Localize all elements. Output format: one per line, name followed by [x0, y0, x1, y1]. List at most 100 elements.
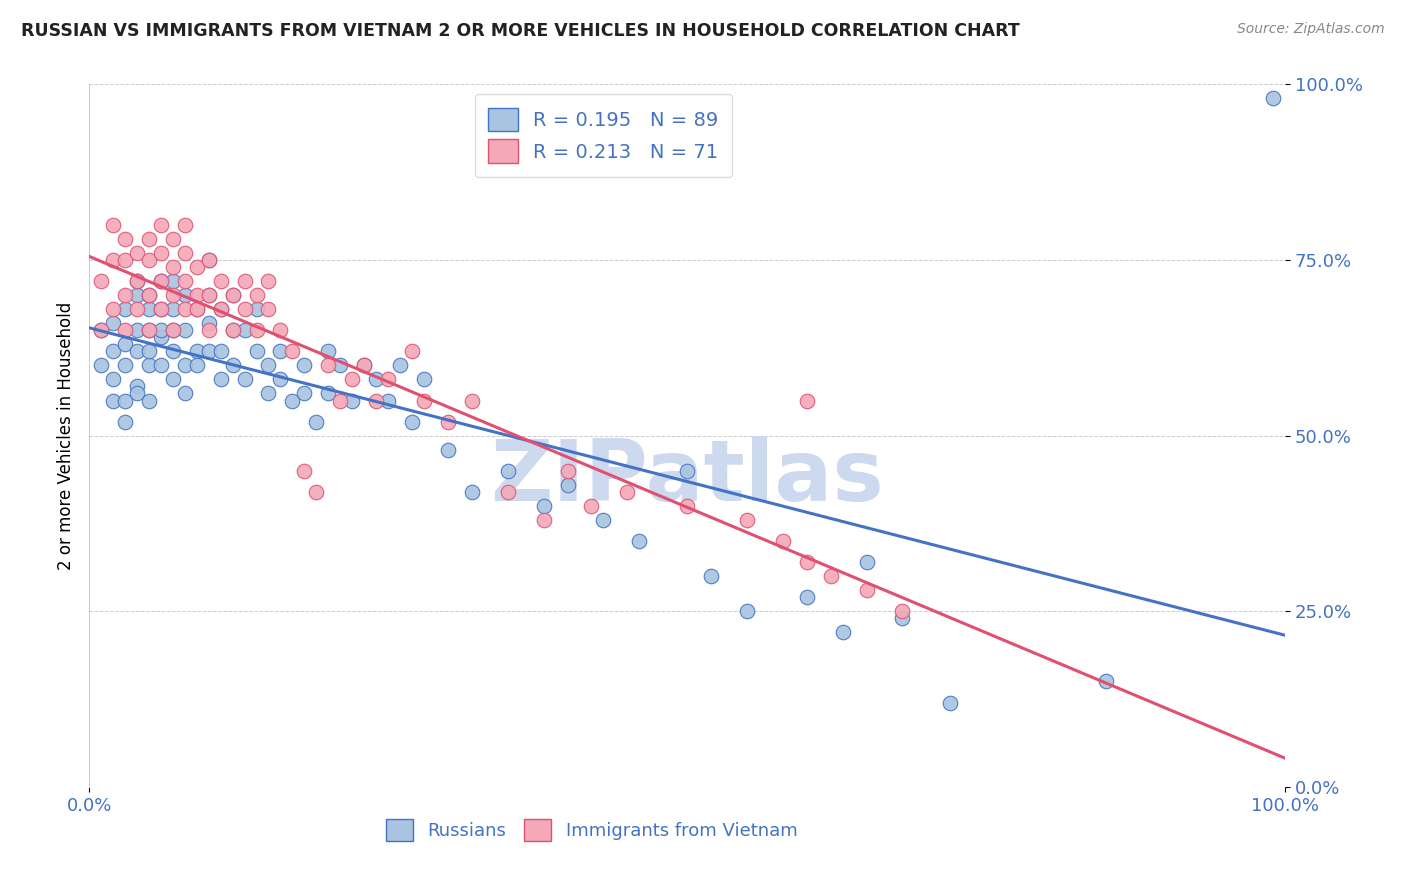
Point [820, 569, 842, 583]
Point [401, 344, 423, 359]
Point [891, 611, 914, 625]
Point [125, 246, 148, 260]
Point [162, 260, 184, 274]
Point [233, 302, 256, 317]
Point [377, 393, 399, 408]
Point [162, 302, 184, 317]
Point [496, 484, 519, 499]
Point [221, 288, 243, 302]
Point [162, 344, 184, 359]
Point [209, 372, 232, 386]
Point [90, 274, 112, 288]
Point [138, 232, 160, 246]
Point [221, 323, 243, 337]
Point [114, 232, 136, 246]
Point [616, 484, 638, 499]
Point [125, 344, 148, 359]
Point [149, 302, 172, 317]
Point [257, 359, 280, 373]
Point [138, 253, 160, 268]
Point [257, 386, 280, 401]
Point [197, 316, 219, 330]
Point [114, 323, 136, 337]
Point [281, 344, 304, 359]
Point [305, 415, 328, 429]
Point [221, 323, 243, 337]
Point [197, 288, 219, 302]
Point [186, 359, 208, 373]
Point [101, 393, 124, 408]
Point [138, 302, 160, 317]
Point [891, 604, 914, 618]
Point [186, 302, 208, 317]
Point [281, 393, 304, 408]
Point [149, 323, 172, 337]
Point [245, 288, 267, 302]
Point [796, 590, 818, 604]
Point [197, 288, 219, 302]
Point [557, 464, 579, 478]
Point [186, 288, 208, 302]
Point [437, 442, 460, 457]
Point [461, 393, 484, 408]
Point [162, 288, 184, 302]
Point [245, 302, 267, 317]
Point [401, 415, 423, 429]
Point [162, 323, 184, 337]
Point [796, 393, 818, 408]
Point [772, 534, 794, 549]
Point [389, 359, 412, 373]
Point [233, 274, 256, 288]
Point [221, 288, 243, 302]
Point [245, 344, 267, 359]
Point [173, 288, 195, 302]
Point [149, 274, 172, 288]
Point [197, 323, 219, 337]
Point [197, 344, 219, 359]
Point [209, 274, 232, 288]
Point [461, 484, 484, 499]
Point [149, 218, 172, 232]
Point [114, 253, 136, 268]
Point [700, 569, 723, 583]
Point [316, 344, 339, 359]
Point [269, 344, 291, 359]
Point [735, 513, 758, 527]
Point [209, 344, 232, 359]
Point [125, 288, 148, 302]
Point [125, 379, 148, 393]
Point [209, 302, 232, 317]
Point [173, 386, 195, 401]
Point [101, 218, 124, 232]
Point [114, 393, 136, 408]
Point [114, 302, 136, 317]
Point [581, 499, 603, 513]
Point [377, 372, 399, 386]
Point [305, 484, 328, 499]
Point [173, 274, 195, 288]
Point [209, 302, 232, 317]
Point [855, 555, 877, 569]
Point [197, 253, 219, 268]
Point [353, 359, 375, 373]
Point [138, 344, 160, 359]
Point [533, 513, 555, 527]
Point [186, 344, 208, 359]
Point [496, 464, 519, 478]
Text: Source: ZipAtlas.com: Source: ZipAtlas.com [1237, 22, 1385, 37]
Point [101, 344, 124, 359]
Point [676, 499, 699, 513]
Point [101, 316, 124, 330]
Point [149, 302, 172, 317]
Point [173, 359, 195, 373]
Point [796, 555, 818, 569]
Point [90, 323, 112, 337]
Point [533, 499, 555, 513]
Point [138, 393, 160, 408]
Point [125, 386, 148, 401]
Point [329, 359, 352, 373]
Point [173, 246, 195, 260]
Point [676, 464, 699, 478]
Point [125, 274, 148, 288]
Point [149, 359, 172, 373]
